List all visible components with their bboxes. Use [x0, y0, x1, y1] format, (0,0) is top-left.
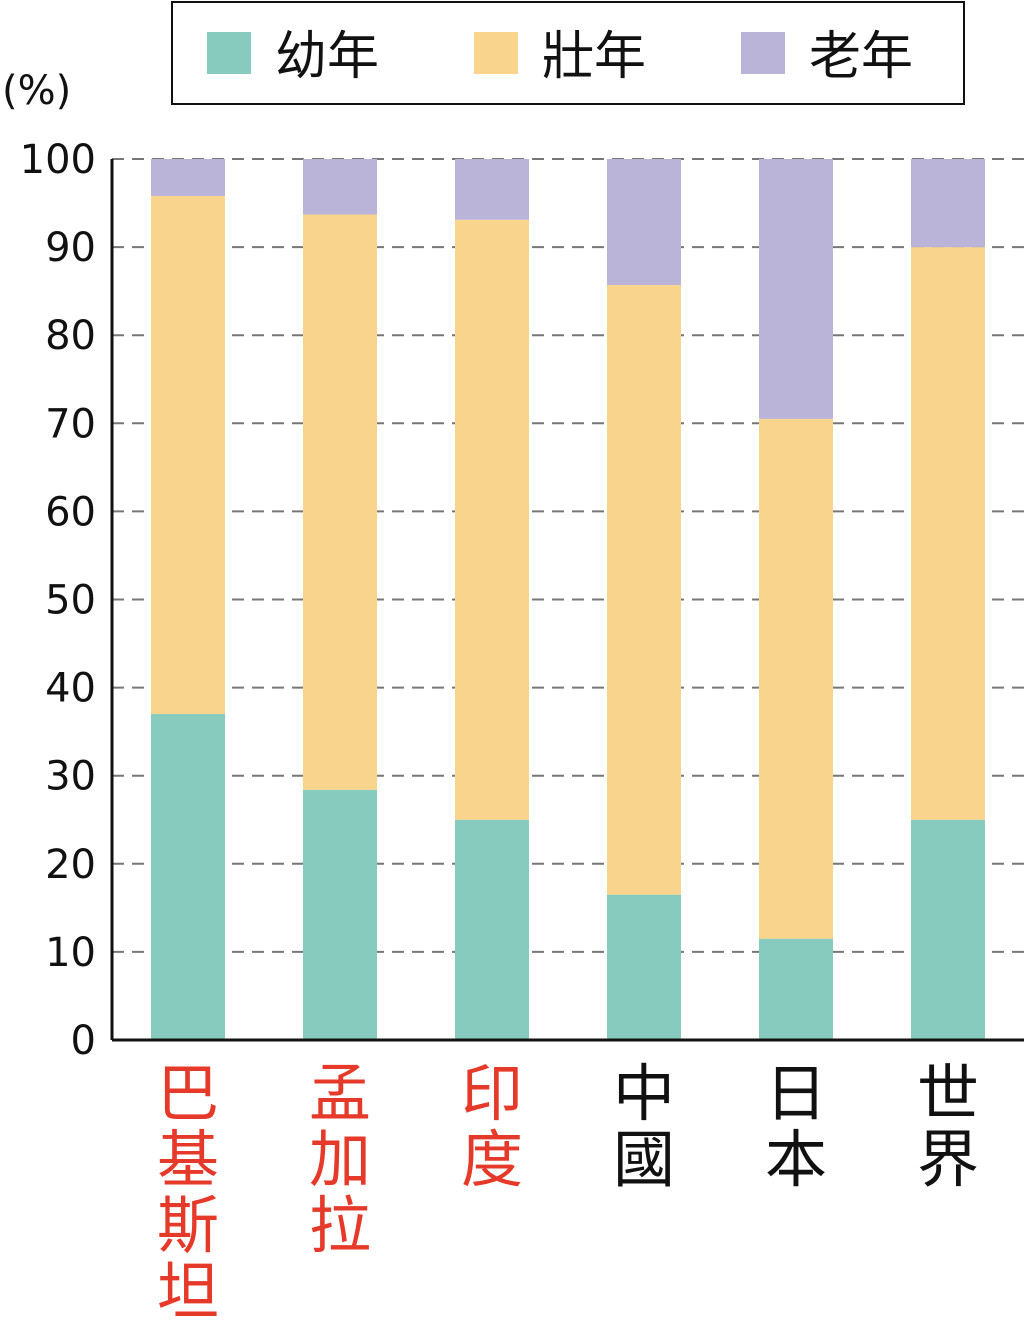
y-tick-label: 10 — [45, 930, 96, 976]
bar-segment-3-category-5 — [759, 159, 833, 419]
bar-segment-2-category-3 — [455, 219, 529, 820]
bar-segment-2-category-1 — [151, 196, 225, 715]
y-tick-label: 90 — [45, 225, 96, 271]
y-tick-label: 50 — [45, 578, 96, 624]
category-label: 孟加拉 — [309, 1057, 371, 1262]
bar-segment-3-category-3 — [455, 159, 529, 220]
category-label: 中國 — [613, 1057, 675, 1196]
y-tick-label: 80 — [45, 313, 96, 359]
bar-segment-2-category-5 — [759, 418, 833, 939]
category-label: 印度 — [461, 1057, 523, 1196]
bar-segment-1-category-3 — [455, 819, 529, 1040]
bar-segment-2-category-2 — [303, 214, 377, 790]
category-label: 日本 — [765, 1057, 827, 1196]
y-tick-label: 0 — [71, 1018, 96, 1064]
legend-label: 壯年 — [542, 27, 646, 87]
legend-swatch — [474, 32, 518, 74]
category-label: 世界 — [917, 1057, 979, 1196]
bar-segment-3-category-1 — [151, 159, 225, 197]
y-tick-label: 20 — [45, 842, 96, 888]
bar-segment-1-category-4 — [607, 894, 681, 1040]
bar-segment-3-category-2 — [303, 159, 377, 215]
bar-segment-3-category-6 — [911, 159, 985, 248]
y-tick-label: 100 — [20, 137, 96, 183]
y-tick-labels: 0 10 20 30 40 50 60 70 80 90 100 — [20, 137, 96, 1064]
category-label: 巴基斯坦 — [157, 1057, 219, 1323]
bars — [151, 159, 985, 1040]
y-tick-label: 30 — [45, 754, 96, 800]
legend-box — [171, 1, 965, 105]
y-tick-label: 70 — [45, 401, 96, 447]
legend-swatch — [207, 32, 251, 74]
legend-label: 老年 — [809, 27, 913, 87]
bar-segment-1-category-6 — [911, 819, 985, 1040]
legend-swatch — [741, 32, 785, 74]
y-tick-label: 60 — [45, 489, 96, 535]
bar-segment-1-category-5 — [759, 938, 833, 1040]
bar-segment-1-category-1 — [151, 714, 225, 1040]
legend: 幼年 壯年 老年 — [171, 1, 965, 105]
y-axis-unit-label: (%) — [2, 68, 71, 114]
bar-segment-1-category-2 — [303, 789, 377, 1040]
bar-segment-3-category-4 — [607, 159, 681, 285]
legend-label: 幼年 — [275, 27, 379, 87]
bar-segment-2-category-4 — [607, 284, 681, 895]
axes — [110, 159, 1024, 1042]
gridlines — [112, 158, 1024, 953]
bar-segment-2-category-6 — [911, 247, 985, 820]
y-tick-label: 40 — [45, 666, 96, 712]
